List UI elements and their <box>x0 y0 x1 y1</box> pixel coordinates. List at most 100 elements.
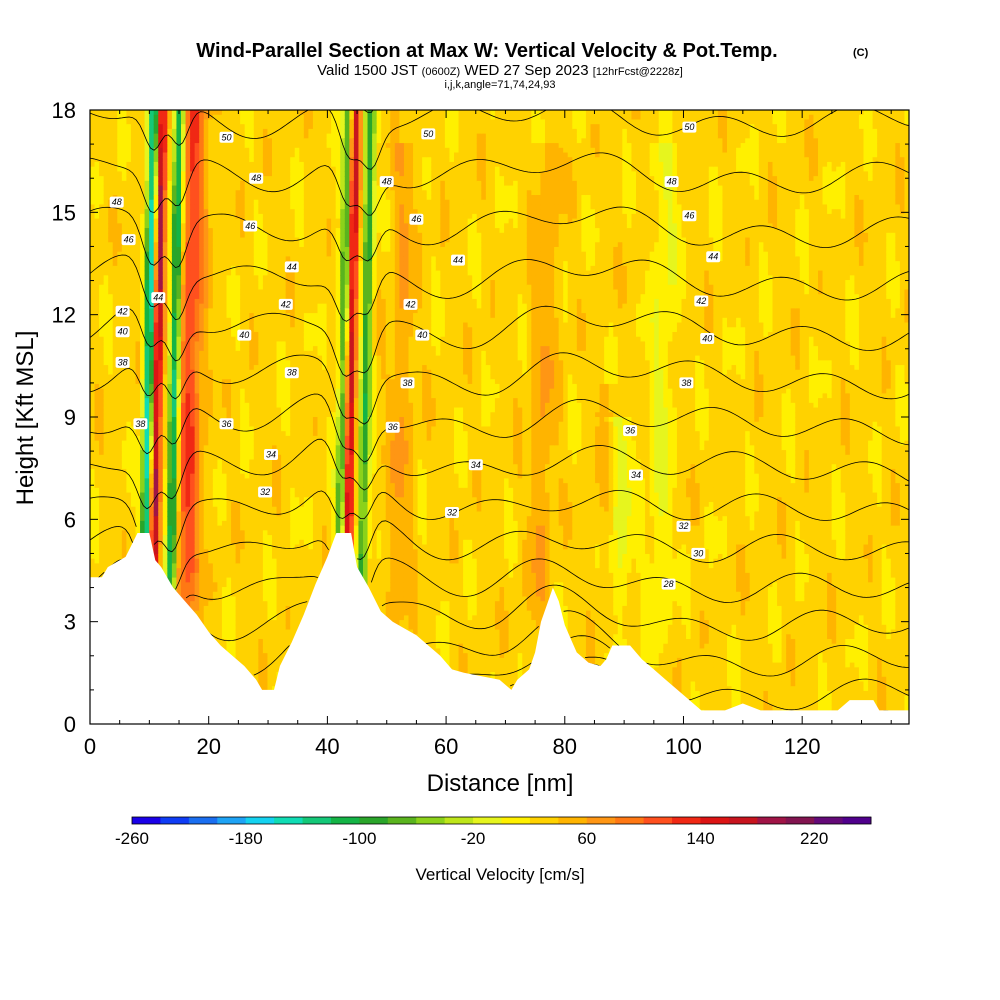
velocity-cell <box>208 251 214 258</box>
velocity-cell <box>194 450 200 456</box>
velocity-cell <box>253 568 259 574</box>
velocity-cell <box>194 213 200 220</box>
velocity-cell <box>203 468 209 475</box>
velocity-cell <box>194 374 200 380</box>
velocity-cell <box>158 147 164 154</box>
velocity-cell <box>181 237 187 243</box>
velocity-cell <box>231 313 237 319</box>
velocity-cell <box>249 232 255 239</box>
velocity-cell <box>181 388 187 394</box>
velocity-cell <box>112 294 118 300</box>
velocity-cell <box>108 516 114 522</box>
velocity-cell <box>253 298 259 305</box>
velocity-cell <box>258 648 264 654</box>
velocity-cell <box>190 468 196 475</box>
velocity-cell <box>217 114 223 121</box>
velocity-cell <box>153 256 159 262</box>
velocity-cell <box>181 478 187 484</box>
velocity-cell <box>158 421 164 428</box>
velocity-cell <box>90 468 96 475</box>
velocity-cell <box>240 516 246 522</box>
velocity-cell <box>226 119 232 125</box>
velocity-cell <box>103 350 109 357</box>
velocity-cell <box>249 525 255 531</box>
velocity-cell <box>240 473 246 479</box>
velocity-cell <box>158 143 164 149</box>
velocity-cell <box>103 261 109 267</box>
velocity-cell <box>126 530 132 536</box>
velocity-cell <box>130 294 137 300</box>
velocity-cell <box>185 483 191 489</box>
velocity-cell <box>130 228 137 234</box>
velocity-cell <box>249 577 255 583</box>
velocity-cell <box>258 209 264 215</box>
velocity-cell <box>226 487 232 494</box>
velocity-cell <box>208 483 214 489</box>
velocity-cell <box>194 483 200 489</box>
velocity-cell <box>140 355 146 361</box>
velocity-cell <box>171 152 178 158</box>
velocity-cell <box>190 426 196 432</box>
velocity-cell <box>162 511 168 517</box>
velocity-cell <box>217 412 223 418</box>
velocity-cell <box>249 653 255 659</box>
velocity-cell <box>149 450 155 456</box>
velocity-cell <box>117 506 123 513</box>
velocity-cell <box>185 388 191 394</box>
velocity-cell <box>199 450 205 456</box>
velocity-cell <box>171 365 178 371</box>
velocity-cell <box>217 511 223 517</box>
velocity-cell <box>221 213 228 220</box>
velocity-cell <box>249 454 255 461</box>
velocity-cell <box>217 195 223 201</box>
velocity-cell <box>171 502 178 508</box>
velocity-cell <box>153 468 159 475</box>
velocity-cell <box>253 331 259 338</box>
velocity-cell <box>167 119 173 125</box>
velocity-cell <box>226 530 232 536</box>
velocity-cell <box>258 350 264 357</box>
velocity-cell <box>221 407 228 413</box>
velocity-cell <box>171 421 178 428</box>
velocity-cell <box>176 317 182 324</box>
velocity-cell <box>149 256 155 262</box>
velocity-cell <box>117 431 123 437</box>
velocity-cell <box>212 549 218 555</box>
velocity-cell <box>208 218 214 224</box>
velocity-cell <box>167 346 173 352</box>
velocity-cell <box>94 369 100 376</box>
velocity-cell <box>153 553 159 560</box>
velocity-cell <box>208 535 214 541</box>
velocity-cell <box>181 256 187 262</box>
velocity-cell <box>185 256 191 262</box>
velocity-cell <box>90 143 96 149</box>
velocity-cell <box>167 464 173 470</box>
velocity-cell <box>140 346 146 352</box>
velocity-cell <box>240 544 246 550</box>
velocity-cell <box>208 605 214 612</box>
velocity-cell <box>221 620 228 626</box>
velocity-cell <box>140 289 146 295</box>
velocity-cell <box>158 383 164 390</box>
velocity-cell <box>90 152 96 158</box>
velocity-cell <box>258 577 264 583</box>
velocity-cell <box>108 478 114 484</box>
velocity-cell <box>249 128 255 135</box>
velocity-cell <box>235 180 241 187</box>
velocity-cell <box>112 459 118 465</box>
velocity-cell <box>249 506 255 513</box>
velocity-cell <box>240 643 246 650</box>
subtitle-date: WED 27 Sep 2023 <box>464 62 588 79</box>
velocity-cell <box>190 223 196 229</box>
velocity-cell <box>167 435 173 442</box>
velocity-cell <box>176 180 182 187</box>
velocity-cell <box>199 223 205 229</box>
velocity-cell <box>244 407 250 413</box>
velocity-cell <box>194 209 200 215</box>
velocity-cell <box>144 298 150 305</box>
velocity-cell <box>90 280 96 286</box>
velocity-cell <box>171 161 178 168</box>
velocity-cell <box>135 483 141 489</box>
velocity-cell <box>262 275 269 281</box>
velocity-cell <box>135 440 141 446</box>
